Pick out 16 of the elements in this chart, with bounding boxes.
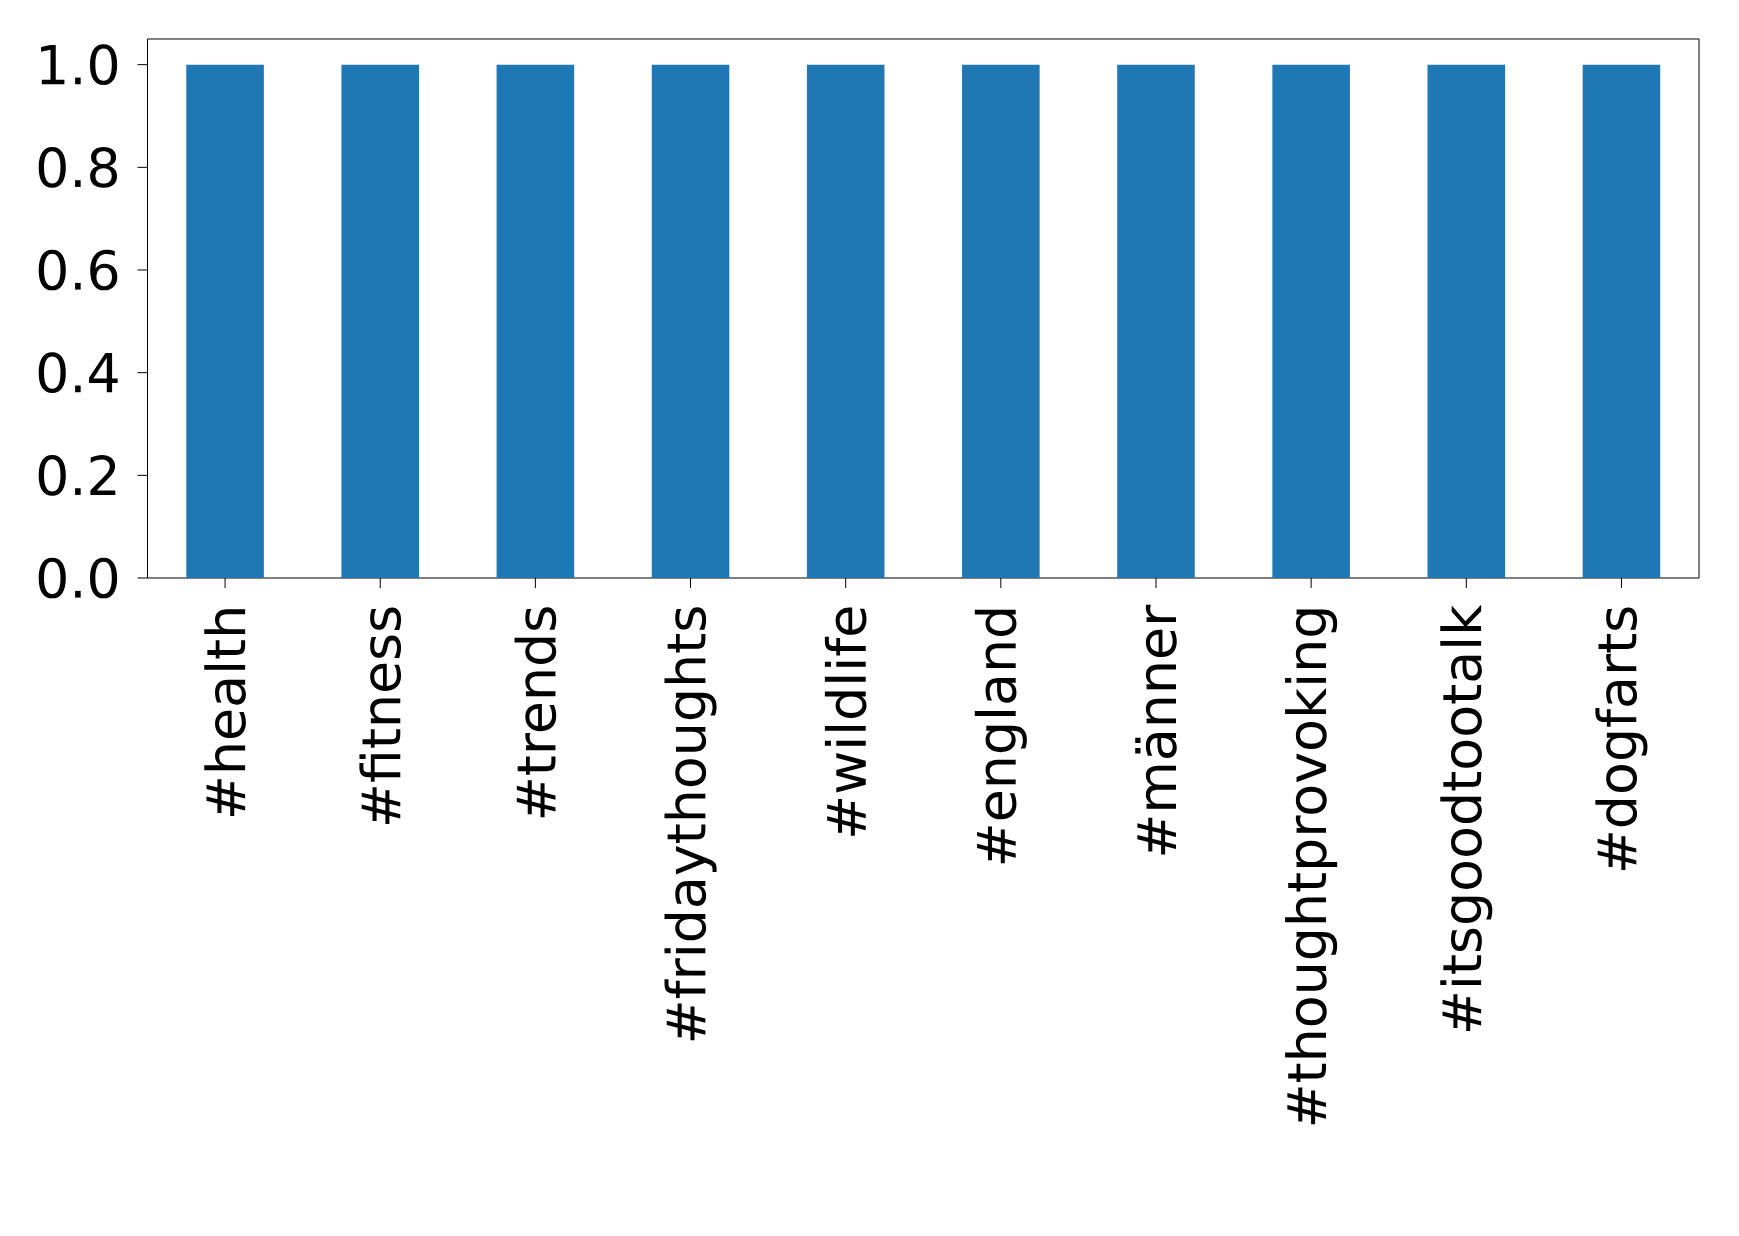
y-tick-label: 0.2 — [38, 454, 116, 496]
y-tick-label: 0.8 — [38, 146, 118, 188]
y-tick-label: 0.0 — [38, 557, 118, 599]
x-tick-label: #trends — [514, 607, 557, 818]
x-tick-label: #fridaythoughts — [664, 607, 717, 1041]
y-tick-label: 0.6 — [38, 249, 118, 291]
x-tick-label: #dogfarts — [1595, 607, 1648, 871]
x-tick-label: #england — [974, 609, 1027, 864]
x-tick-label: #itsgoodtootalk — [1440, 604, 1493, 1032]
y-tick-label: 1.0 — [41, 44, 118, 86]
x-tick-label: #männer — [1135, 604, 1177, 855]
x-tick-label: #fitness — [359, 607, 402, 824]
y-tick-label: 0.4 — [38, 352, 118, 394]
x-tick-label: #thoughtprovoking — [1285, 609, 1338, 1125]
x-tick-label: #health — [204, 609, 246, 817]
x-tick-label: #wildlife — [824, 607, 867, 836]
